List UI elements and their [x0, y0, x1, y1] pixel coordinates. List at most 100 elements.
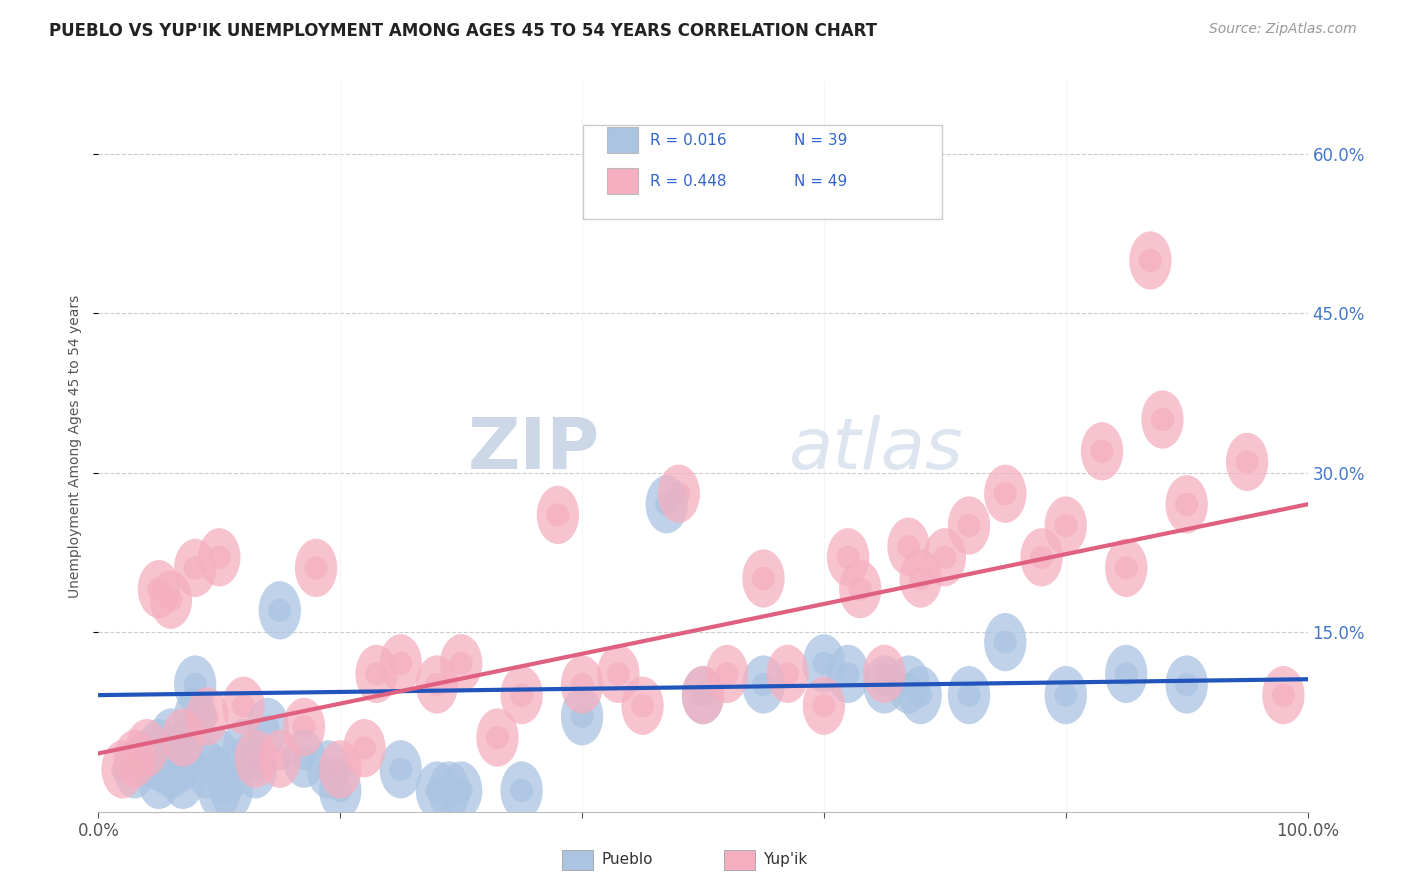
Ellipse shape	[125, 719, 167, 777]
Ellipse shape	[1142, 391, 1184, 449]
Point	[668, 486, 690, 500]
Point	[994, 635, 1017, 649]
Ellipse shape	[477, 708, 519, 766]
Point	[450, 783, 472, 797]
Ellipse shape	[222, 676, 264, 735]
Point	[221, 783, 243, 797]
Point	[437, 783, 460, 797]
Point	[135, 741, 157, 756]
Text: atlas: atlas	[787, 415, 962, 484]
Point	[135, 752, 157, 766]
Point	[813, 657, 835, 671]
Point	[813, 698, 835, 713]
Point	[957, 518, 980, 533]
Ellipse shape	[948, 496, 990, 555]
Text: R = 0.448: R = 0.448	[650, 174, 725, 188]
Point	[1272, 688, 1295, 702]
Point	[245, 752, 267, 766]
Point	[1139, 253, 1161, 268]
Text: Yup'ik: Yup'ik	[763, 853, 807, 867]
Ellipse shape	[984, 465, 1026, 523]
Ellipse shape	[1166, 656, 1208, 714]
Point	[426, 783, 449, 797]
Ellipse shape	[1129, 231, 1171, 290]
Point	[486, 731, 509, 745]
Ellipse shape	[1105, 645, 1147, 703]
Ellipse shape	[150, 740, 193, 798]
Ellipse shape	[138, 560, 180, 618]
Ellipse shape	[174, 687, 217, 746]
Point	[172, 731, 194, 745]
Ellipse shape	[1263, 666, 1305, 724]
Ellipse shape	[283, 698, 325, 756]
Ellipse shape	[259, 582, 301, 640]
Ellipse shape	[948, 666, 990, 724]
Point	[692, 688, 714, 702]
Point	[837, 667, 859, 681]
Ellipse shape	[561, 656, 603, 714]
Point	[292, 752, 315, 766]
Point	[124, 752, 146, 766]
Point	[450, 657, 472, 671]
Point	[1115, 561, 1137, 575]
Point	[897, 540, 920, 554]
Ellipse shape	[125, 730, 167, 788]
Ellipse shape	[1105, 539, 1147, 597]
Ellipse shape	[1166, 475, 1208, 533]
Point	[160, 731, 183, 745]
Point	[510, 783, 533, 797]
Point	[292, 720, 315, 734]
Ellipse shape	[598, 645, 640, 703]
Point	[1175, 677, 1198, 691]
Ellipse shape	[114, 740, 156, 798]
Ellipse shape	[427, 762, 470, 820]
Ellipse shape	[1226, 433, 1268, 491]
Point	[269, 752, 291, 766]
Text: PUEBLO VS YUP'IK UNEMPLOYMENT AMONG AGES 45 TO 54 YEARS CORRELATION CHART: PUEBLO VS YUP'IK UNEMPLOYMENT AMONG AGES…	[49, 22, 877, 40]
Point	[208, 752, 231, 766]
Ellipse shape	[356, 645, 398, 703]
Ellipse shape	[766, 645, 808, 703]
Point	[389, 657, 412, 671]
Point	[897, 677, 920, 691]
Point	[353, 741, 375, 756]
Text: Pueblo: Pueblo	[602, 853, 654, 867]
Ellipse shape	[621, 676, 664, 735]
Point	[1115, 667, 1137, 681]
Point	[607, 667, 630, 681]
Ellipse shape	[162, 708, 204, 766]
Point	[148, 582, 170, 596]
Point	[1236, 455, 1258, 469]
Ellipse shape	[440, 762, 482, 820]
Point	[1175, 497, 1198, 511]
Ellipse shape	[924, 528, 966, 586]
Point	[111, 762, 134, 776]
Point	[716, 667, 738, 681]
Text: N = 49: N = 49	[794, 174, 848, 188]
Ellipse shape	[198, 762, 240, 820]
Point	[148, 772, 170, 787]
Point	[245, 762, 267, 776]
Ellipse shape	[259, 730, 301, 788]
Ellipse shape	[706, 645, 748, 703]
Ellipse shape	[319, 740, 361, 798]
Point	[1054, 518, 1077, 533]
Point	[208, 783, 231, 797]
Ellipse shape	[863, 645, 905, 703]
Ellipse shape	[174, 539, 217, 597]
Point	[873, 667, 896, 681]
Ellipse shape	[186, 740, 228, 798]
Ellipse shape	[1021, 528, 1063, 586]
Ellipse shape	[138, 719, 180, 777]
Point	[1152, 412, 1174, 426]
Point	[269, 603, 291, 617]
Text: Source: ZipAtlas.com: Source: ZipAtlas.com	[1209, 22, 1357, 37]
Ellipse shape	[235, 730, 277, 788]
Point	[1031, 550, 1053, 565]
Point	[994, 486, 1017, 500]
Point	[124, 762, 146, 776]
Point	[1054, 688, 1077, 702]
Ellipse shape	[984, 613, 1026, 672]
Point	[160, 592, 183, 607]
Point	[329, 783, 352, 797]
